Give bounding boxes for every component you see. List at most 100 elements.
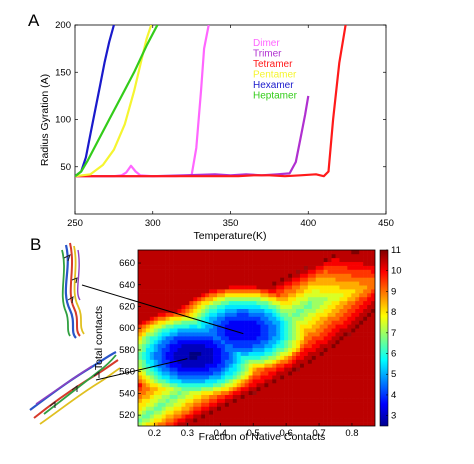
heatmap-cell: [153, 375, 159, 380]
heatmap-cell: [181, 418, 186, 423]
heatmap-cell: [367, 304, 372, 309]
heatmap-cell: [355, 351, 360, 356]
heatmap-cell: [173, 320, 178, 325]
heatmap-cell: [299, 261, 305, 266]
heatmap-cell: [197, 336, 202, 341]
heatmap-cell: [335, 293, 340, 298]
heatmap-cell: [244, 308, 249, 313]
legend-entry-dimer: Dimer: [253, 38, 280, 49]
heatmap-cell: [272, 269, 277, 274]
heatmap-cell: [181, 375, 186, 380]
heatmap-cell: [177, 382, 182, 388]
heatmap-cell: [292, 273, 297, 278]
heatmap-cell: [296, 316, 301, 321]
heatmap-cell: [248, 406, 253, 411]
heatmap-cell: [169, 355, 174, 360]
heatmap-cell: [149, 304, 155, 309]
heatmap-cell: [220, 293, 226, 298]
heatmap-cell: [327, 359, 332, 364]
heatmap-cell: [331, 293, 336, 298]
heatmap-cell: [284, 257, 289, 263]
heatmap-cell: [299, 359, 305, 364]
heatmap-cell: [193, 296, 198, 302]
heatmap-cell: [371, 253, 375, 259]
heatmap-cell: [236, 390, 241, 396]
heatmap-cell: [296, 418, 301, 423]
heatmap-cell: [138, 422, 143, 426]
heatmap-cell: [315, 293, 320, 298]
heatmap-cell: [149, 261, 155, 266]
heatmap-cell: [331, 418, 336, 423]
heatmap-cell: [256, 332, 261, 337]
heatmap-cell: [232, 363, 238, 368]
heatmap-cell: [367, 414, 372, 419]
heatmap-cell: [307, 371, 313, 376]
heatmap-cell: [288, 347, 293, 352]
heatmap-cell: [260, 367, 265, 372]
heatmap-cell: [141, 293, 147, 298]
heatmap-cell: [173, 343, 178, 349]
heatmap-cell: [157, 406, 162, 411]
heatmap-cell: [276, 273, 281, 278]
heatmap-cell: [288, 418, 293, 423]
heatmap-cell: [351, 355, 356, 360]
heatmap-cell: [351, 257, 356, 263]
heatmap-cell: [268, 308, 273, 313]
heatmap-cell: [205, 339, 210, 345]
heatmap-cell: [217, 316, 222, 321]
heatmap-cell: [220, 304, 226, 309]
heatmap-cell: [367, 296, 372, 302]
heatmap-cell: [272, 390, 277, 396]
heatmap-cell: [351, 316, 356, 321]
heatmap-cell: [276, 257, 281, 263]
heatmap-cell: [197, 296, 202, 302]
heatmap-cell: [347, 289, 352, 294]
heatmap-cell: [272, 308, 277, 313]
heatmap-cell: [268, 324, 273, 329]
heatmap-cell: [236, 422, 241, 426]
heatmap-cells: [138, 250, 375, 426]
heatmap-cell: [367, 332, 372, 337]
heatmap-cell: [161, 394, 166, 399]
heatmap-cell: [252, 253, 257, 259]
heatmap-cell: [213, 398, 218, 403]
heatmap-cell: [138, 285, 143, 290]
heatmap-cell: [161, 351, 166, 356]
heatmap-cell: [264, 363, 269, 368]
heatmap-cell: [205, 293, 210, 298]
heatmap-cell: [264, 328, 269, 333]
heatmap-cell: [213, 390, 218, 396]
heatmap-cell: [335, 379, 340, 384]
heatmap-cell: [177, 289, 182, 294]
heatmap-cell: [236, 300, 241, 306]
heatmap-cell: [268, 347, 273, 352]
heatmap-cell: [149, 281, 155, 286]
heatmap-cell: [236, 371, 241, 376]
heatmap-cell: [157, 418, 162, 423]
heatmap-cell: [355, 300, 360, 306]
heatmap-cell: [228, 402, 234, 407]
heatmap-cell: [339, 394, 344, 399]
heatmap-cell: [355, 332, 360, 337]
heatmap-cell: [276, 359, 281, 364]
heatmap-cell: [228, 300, 234, 306]
heatmap-cell: [161, 265, 166, 270]
heatmap-cell: [359, 367, 364, 372]
heatmap-cell: [280, 375, 285, 380]
heatmap-cell: [240, 406, 245, 411]
heatmap-cell: [319, 410, 324, 415]
heatmap-cell: [331, 277, 336, 282]
heatmap-cell: [189, 414, 194, 419]
heatmap-cell: [264, 347, 269, 352]
heatmap-cell: [264, 418, 269, 423]
heatmap-cell: [228, 316, 234, 321]
heatmap-cell: [145, 257, 151, 263]
heatmap-cell: [157, 257, 162, 263]
heatmap-cell: [359, 398, 364, 403]
heatmap-cell: [193, 343, 198, 349]
heatmap-cell: [296, 351, 301, 356]
heatmap-cell: [284, 308, 289, 313]
heatmap-cell: [173, 410, 178, 415]
heatmap-cell: [189, 379, 194, 384]
heatmap-cell: [181, 273, 186, 278]
